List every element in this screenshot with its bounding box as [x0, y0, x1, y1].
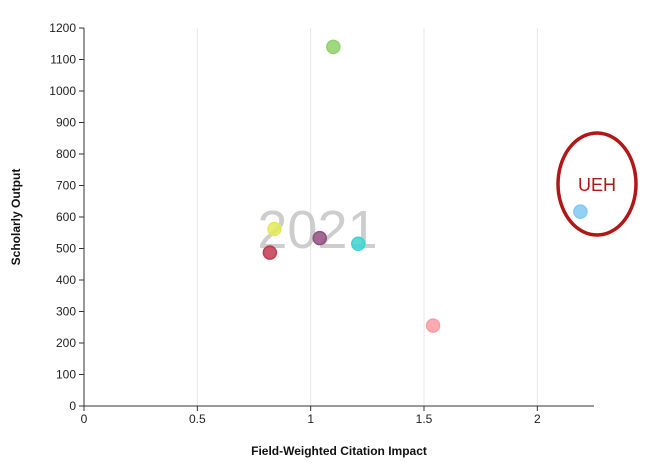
y-tick-label-5: 500: [56, 242, 76, 256]
y-tick-label-10: 1000: [49, 84, 76, 98]
y-tick-label-9: 900: [56, 116, 76, 130]
data-point-5: [351, 236, 366, 252]
annotation: UEH: [556, 131, 638, 237]
data-points: [262, 39, 588, 333]
y-tick-label-12: 1200: [49, 21, 76, 35]
data-point-1: [326, 39, 341, 55]
x-tick-label-2: 1: [307, 412, 314, 426]
y-tick-label-8: 800: [56, 147, 76, 161]
highlight-ellipse: [556, 131, 638, 237]
axes: [79, 27, 594, 411]
data-point-4: [312, 230, 327, 246]
y-tick-label-1: 100: [56, 368, 76, 382]
x-axis-title: Field-Weighted Citation Impact: [251, 444, 427, 458]
y-tick-label-7: 700: [56, 179, 76, 193]
x-tick-labels: 0 0.5 1 1.5 2: [81, 412, 541, 426]
annotation-label: UEH: [578, 175, 616, 195]
data-point-3: [262, 245, 278, 260]
x-tick-label-3: 1.5: [416, 412, 433, 426]
y-tick-label-3: 300: [56, 305, 76, 319]
y-tick-label-6: 600: [56, 210, 76, 224]
x-tick-label-4: 2: [534, 412, 541, 426]
y-tick-labels: 0 100 200 300 400 500 600 700 800 900 1000 1100 1200: [49, 21, 76, 413]
y-tick-label-0: 0: [69, 399, 76, 413]
grid-lines: [196, 28, 538, 406]
data-point-2: [267, 221, 282, 237]
y-tick-label-2: 200: [56, 336, 76, 350]
x-tick-label-0: 0: [81, 412, 88, 426]
data-point-6: [425, 318, 441, 333]
y-axis-title: Scholarly Output: [9, 169, 23, 266]
y-tick-label-11: 1100: [50, 53, 76, 67]
data-point-7: [573, 204, 588, 219]
y-tick-label-4: 400: [56, 273, 76, 287]
x-tick-label-1: 0.5: [189, 412, 206, 426]
